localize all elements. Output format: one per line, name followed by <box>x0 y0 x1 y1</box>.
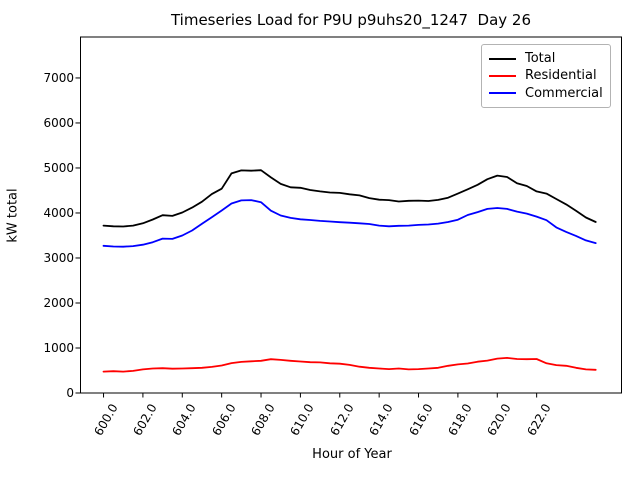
y-tick-label: 6000 <box>43 115 74 130</box>
data-lines <box>102 169 597 373</box>
y-tick-label: 7000 <box>43 70 74 85</box>
series-line-residential <box>102 356 597 373</box>
y-tick-label: 5000 <box>43 160 74 175</box>
axes-spines <box>80 36 622 394</box>
y-tick-label: 4000 <box>43 205 74 220</box>
legend-entry-commercial: Commercial <box>489 85 603 102</box>
y-tick-label: 3000 <box>43 250 74 265</box>
legend-label: Residential <box>525 68 597 84</box>
y-tick-label: 0 <box>66 386 74 400</box>
y-tick-label: 1000 <box>43 340 74 355</box>
legend: Total Residential Commercial <box>481 44 611 108</box>
axis-ticks <box>75 77 538 398</box>
legend-line-icon <box>489 57 516 60</box>
y-axis-label: kW total <box>5 188 21 243</box>
series-line-commercial <box>102 199 597 248</box>
legend-line-icon <box>489 74 516 77</box>
y-tick-label: 2000 <box>43 295 74 310</box>
legend-entry-residential: Residential <box>489 67 602 84</box>
series-line-total <box>102 169 597 228</box>
chart-title: Timeseries Load for P9U p9uhs20_1247 Day… <box>170 11 532 29</box>
plot-border <box>80 36 622 394</box>
legend-label: Commercial <box>525 85 603 101</box>
legend-entry-total: Total <box>489 50 602 67</box>
x-axis-label: Hour of Year <box>312 447 392 462</box>
legend-line-icon <box>489 92 516 95</box>
legend-label: Total <box>525 51 556 67</box>
